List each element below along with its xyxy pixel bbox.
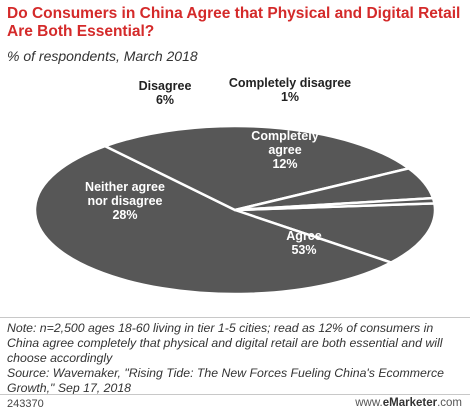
source-text: Source: Wavemaker, "Rising Tide: The New… — [7, 366, 444, 395]
leader-dot-disagree — [178, 106, 184, 112]
footer-divider-bottom — [0, 394, 470, 395]
slice-label-disagree: Disagree 6% — [139, 79, 192, 107]
brand-name: eMarketer — [382, 397, 438, 409]
pie-slice-neither-agree-nor-disagree — [103, 124, 410, 212]
chart-id: 243370 — [7, 398, 44, 410]
slice-label-agree: Agree 53% — [286, 229, 321, 257]
leader-line-disagree — [180, 108, 196, 127]
slice-label-completely-disagree: Completely disagree 1% — [229, 76, 351, 104]
chart-subtitle: % of respondents, March 2018 — [7, 48, 198, 64]
brand-prefix: www. — [355, 397, 383, 409]
note-text: Note: n=2,500 ages 18-60 living in tier … — [7, 321, 443, 365]
slice-label-neither-agree-nor-disagree: Neither agree nor disagree 28% — [85, 180, 165, 222]
brand-logo: www.eMarketer.com — [355, 397, 462, 409]
footer-divider — [0, 317, 470, 318]
pie-slice-completely-disagree — [233, 196, 436, 212]
chart-title: Do Consumers in China Agree that Physica… — [7, 5, 461, 40]
pie-slice-agree — [33, 144, 393, 296]
brand-suffix: .com — [437, 397, 462, 409]
leader-dot-completely-disagree — [228, 100, 234, 106]
pie-chart: Completely agree 12% Agree 53% Neither agree n… — [33, 76, 437, 296]
chart-note: Note: n=2,500 ages 18-60 living in tier … — [7, 321, 465, 396]
pie-slice-completely-agree — [233, 202, 437, 264]
slice-label-completely-agree: Completely agree 12% — [251, 129, 318, 171]
